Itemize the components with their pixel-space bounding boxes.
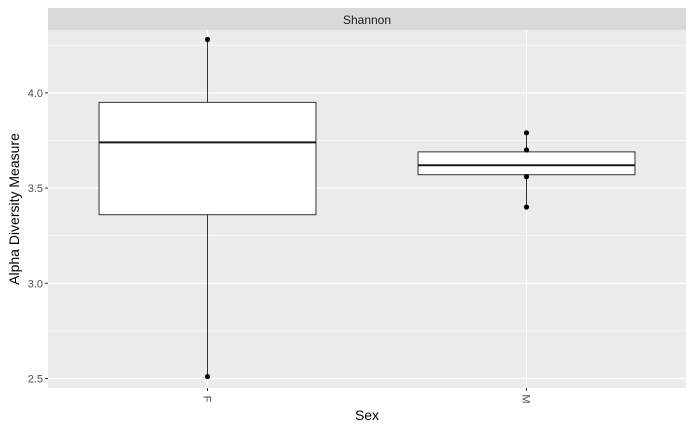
box-iqr	[98, 101, 317, 216]
y-tick-label: 3.5	[28, 183, 43, 195]
y-tick-label: 4.0	[28, 88, 43, 100]
facet-label: Shannon	[343, 13, 391, 27]
data-point	[523, 204, 530, 210]
point-series	[204, 36, 530, 380]
x-axis-title: Sex	[355, 407, 379, 423]
x-tick-label: M	[520, 394, 532, 403]
data-point	[523, 130, 530, 136]
y-axis: 2.5 3.0 3.5 4.0	[28, 88, 48, 385]
data-point	[523, 147, 530, 153]
box-F	[98, 39, 317, 377]
facet-strip	[48, 8, 686, 30]
data-point	[523, 174, 530, 180]
y-tick-label: 2.5	[28, 373, 43, 385]
data-point	[204, 36, 211, 43]
x-tick-label: F	[201, 396, 213, 403]
box-iqr	[417, 151, 636, 176]
y-tick-label: 3.0	[28, 278, 43, 290]
y-axis-title: Alpha Diversity Measure	[6, 133, 22, 285]
box-series	[98, 39, 636, 377]
data-point	[204, 373, 211, 380]
